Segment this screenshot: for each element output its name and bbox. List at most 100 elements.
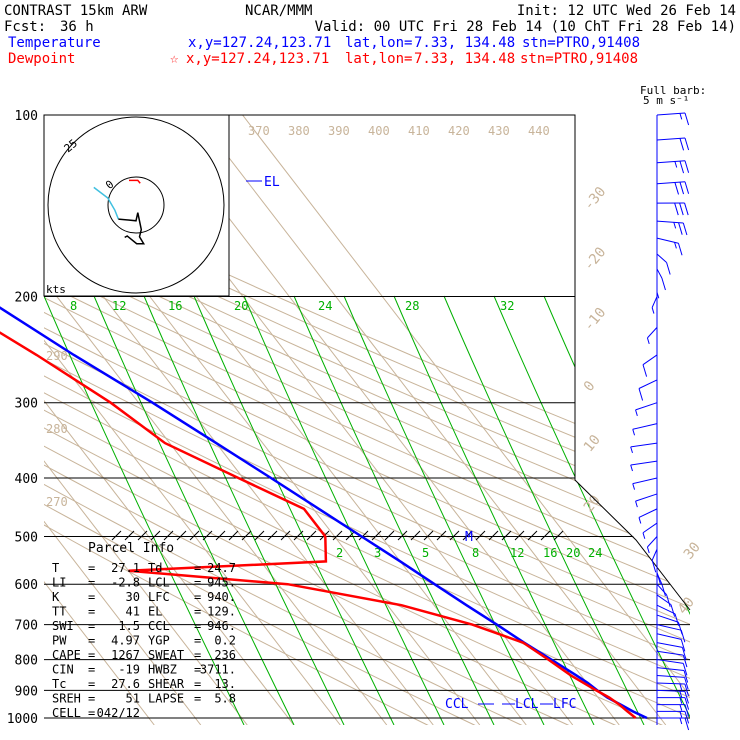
mixing-ratio-line-6 xyxy=(343,295,545,725)
theta-label-430: 430 xyxy=(488,124,510,138)
wind-barb-shaft xyxy=(647,536,658,548)
wind-barb-flag xyxy=(673,222,677,229)
parcel-key: SREH xyxy=(52,692,81,706)
wind-barb-flag xyxy=(684,160,690,173)
wind-barb-shaft xyxy=(656,674,685,678)
parcel-value: 30 xyxy=(126,590,140,604)
dry-adiabat-420 xyxy=(44,115,690,725)
mixing-label-upper-32: 32 xyxy=(500,299,514,313)
hash-mark xyxy=(189,530,200,541)
theta-label-270: 270 xyxy=(46,495,68,509)
wind-barb-flag xyxy=(656,292,660,299)
mixing-label-upper-24: 24 xyxy=(318,299,332,313)
wind-barb-flag xyxy=(646,546,650,554)
wind-barb-shaft xyxy=(651,296,658,308)
wind-barb-flag xyxy=(684,697,690,710)
barb-label-line1: Full barb: xyxy=(640,84,706,97)
parcel-eq: = xyxy=(194,590,201,604)
wind-barb-shaft xyxy=(632,423,658,430)
wind-barb-flag xyxy=(679,138,685,151)
temperature-legend-latlon: 7.33, 134.48 xyxy=(414,35,515,51)
wind-barb-shaft xyxy=(656,667,685,672)
wind-barb xyxy=(630,442,658,454)
parcel-value: 5.8 xyxy=(214,692,236,706)
wind-barb xyxy=(632,423,658,436)
wind-barb-flag xyxy=(682,222,688,236)
wind-barb-flag xyxy=(679,160,685,174)
parcel-key: YGP xyxy=(148,634,170,648)
pressure-label-600: 600 xyxy=(15,578,38,593)
parcel-key: CIN xyxy=(52,663,74,677)
wind-barb-flag xyxy=(651,560,657,573)
wind-barb-flag xyxy=(684,677,689,690)
hash-mark xyxy=(423,530,434,541)
wind-barb-flag xyxy=(674,242,677,249)
wind-barb xyxy=(656,633,686,652)
dry-adiabat-360 xyxy=(44,115,690,725)
mixing-label-lower-3: 3 xyxy=(374,546,381,560)
dry-adiabat-250 xyxy=(44,115,440,725)
wind-barb xyxy=(656,642,687,660)
wind-barb xyxy=(646,536,658,554)
parcel-eq: = xyxy=(194,634,201,648)
wind-barb-flag xyxy=(681,647,687,660)
temperature-legend-name: Temperature xyxy=(8,35,101,51)
sounding-profiles xyxy=(0,306,648,720)
parcel-value: 1267 xyxy=(111,648,140,662)
dewpoint-legend-stn: stn=PTRO,91408 xyxy=(520,51,638,67)
hash-mark xyxy=(137,530,148,541)
mixing-ratio-line-7 xyxy=(393,295,595,725)
wind-barb xyxy=(656,682,689,697)
isotherm--30 xyxy=(44,115,388,725)
pressure-label-200: 200 xyxy=(15,291,38,306)
mixing-label-lower-20: 20 xyxy=(566,546,580,560)
temperature-legend-latlon-label: lat,lon= xyxy=(345,35,412,51)
mixing-label-upper-16: 16 xyxy=(168,299,182,313)
dry-adiabat-380 xyxy=(44,115,690,725)
wind-barb xyxy=(657,704,690,717)
theta-label-400: 400 xyxy=(368,124,390,138)
hash-mark xyxy=(397,530,408,541)
dry-adiabat-270 xyxy=(44,115,534,725)
mixing-label-lower-2: 2 xyxy=(336,546,343,560)
pressure-label-900: 900 xyxy=(15,684,38,699)
m-label: M xyxy=(465,530,473,545)
hash-mark xyxy=(553,530,564,541)
wind-barb-flag xyxy=(679,181,685,195)
wind-barb-shaft xyxy=(656,220,684,224)
isotherm--60 xyxy=(44,115,248,725)
wind-barb-shaft xyxy=(651,549,658,561)
dry-adiabat-260 xyxy=(44,115,487,725)
wind-barb xyxy=(656,220,688,236)
dewpoint-profile xyxy=(0,331,637,719)
parcel-key: CAPE xyxy=(52,648,81,662)
wind-barb xyxy=(656,667,689,683)
parcel-value: 1.5 xyxy=(118,619,140,633)
wind-barb-shaft xyxy=(656,682,685,685)
header: CONTRAST 15km ARW NCAR/MMM Init: 12 UTC … xyxy=(4,3,736,35)
wind-barb xyxy=(657,710,690,724)
parcel-eq: = xyxy=(88,619,95,633)
wind-barb-flag xyxy=(680,639,686,652)
pressure-label-800: 800 xyxy=(15,654,38,669)
parcel-key: SWI xyxy=(52,619,74,633)
wind-barb xyxy=(656,181,690,195)
parcel-key: CELL xyxy=(52,706,81,720)
wind-barb-flag xyxy=(683,670,689,683)
wind-barb-flag xyxy=(638,517,642,524)
wind-barb-flag xyxy=(666,594,671,607)
pressure-label-500: 500 xyxy=(15,530,38,545)
wind-barb-flag xyxy=(684,202,689,216)
wind-barb-flag xyxy=(670,604,676,617)
dry-adiabat-280 xyxy=(44,115,582,725)
wind-barb-flag xyxy=(679,717,683,725)
pressure-label-1000: 1000 xyxy=(7,712,38,727)
parcel-key: CCL xyxy=(148,619,170,633)
hodograph-trace xyxy=(93,179,146,245)
parcel-value: 0.2 xyxy=(214,634,236,648)
mixing-ratio-line-0 xyxy=(44,295,245,725)
fcst-label: Fcst: xyxy=(4,19,46,35)
parcel-key: SWEAT xyxy=(148,648,184,662)
